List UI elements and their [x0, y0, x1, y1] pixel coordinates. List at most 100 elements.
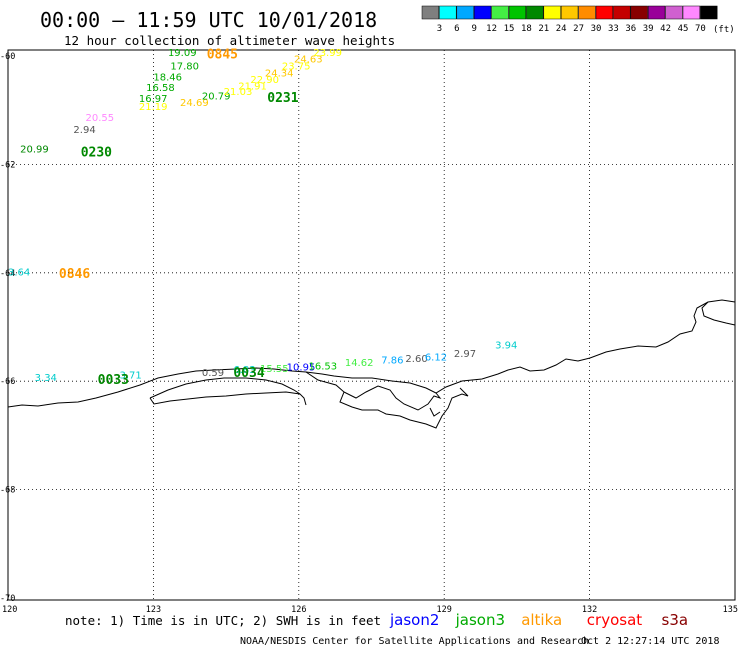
legend-swatch — [439, 5, 457, 20]
legend-bin-label: 27 — [573, 24, 584, 34]
legend-swatch — [508, 5, 527, 20]
satellite-legend-entry: cryosat — [587, 611, 642, 629]
pass-time-label: 0231 — [267, 91, 298, 106]
longitude-label: 120 — [2, 605, 17, 615]
pass-time-label: 0033 — [98, 373, 129, 388]
legend-swatch — [700, 5, 718, 20]
legend-swatch — [421, 5, 440, 20]
wave-height-value: 3.34 — [35, 373, 57, 384]
map-subtitle: 12 hour collection of altimeter wave hei… — [64, 33, 395, 48]
wave-height-value: 7.86 — [381, 355, 403, 366]
wave-height-value: 24.34 — [265, 69, 294, 80]
footer-timestamp: Oct 2 12:27:14 UTC 2018 — [581, 636, 719, 647]
wave-height-value: 20.79 — [202, 91, 231, 102]
legend-unit: (ft) — [713, 25, 735, 35]
wave-height-value: 3.64 — [8, 268, 30, 279]
legend-swatch — [647, 5, 666, 20]
legend-bin-label: 42 — [660, 24, 671, 34]
longitude-label: 126 — [291, 605, 306, 615]
coastline-west — [7, 299, 736, 408]
latitude-label: -66 — [0, 377, 15, 387]
coastline-bay-east — [343, 385, 442, 411]
legend-bin-label: 12 — [486, 24, 497, 34]
satellite-legend-entry: s3a — [662, 611, 689, 629]
antarctic-coastline — [7, 299, 736, 429]
legend-swatch — [630, 5, 648, 20]
legend-swatch — [665, 5, 683, 20]
latitude-label: -68 — [0, 486, 15, 496]
pass-time-label: 0845 — [207, 48, 238, 63]
wave-height-value: 10.95 — [287, 362, 316, 373]
legend-swatch — [682, 5, 701, 20]
legend-bin-label: 6 — [454, 24, 459, 34]
coastline-east-tip — [701, 301, 736, 326]
wave-height-value: 22.90 — [250, 75, 279, 86]
wave-height-value: 18.46 — [153, 72, 182, 83]
legend-bin-label: 21 — [538, 24, 549, 34]
legend-swatch — [595, 5, 614, 20]
legend-bin-label: 39 — [643, 24, 654, 34]
legend-bin-label: 24 — [556, 24, 567, 34]
pass-time-label: 0034 — [233, 366, 264, 381]
legend-swatch — [578, 5, 596, 20]
longitude-label: 129 — [437, 605, 452, 615]
wave-height-value: 19.09 — [168, 48, 197, 59]
satellite-legend-entry: jason2 — [389, 611, 439, 629]
wave-height-value: 0.59 — [202, 368, 224, 379]
wave-height-value: 15.55 — [260, 364, 289, 375]
wave-height-value: 21.03 — [224, 87, 253, 98]
wave-height-color-legend: 3 6 9 12 15 18 21 24 27 30 33 36 39 42 45 70 — [421, 5, 718, 34]
wave-height-value: 3.71 — [119, 370, 141, 381]
legend-swatch — [473, 5, 492, 20]
legend-swatch — [543, 5, 561, 20]
longitude-label: 135 — [723, 605, 738, 615]
footer-credit: NOAA/NESDIS Center for Satellite Applica… — [240, 636, 589, 647]
legend-bin-label: 15 — [504, 24, 515, 34]
pass-time-label: 0846 — [59, 267, 90, 282]
wave-height-value: 21.19 — [139, 102, 168, 113]
wave-height-value: 24.69 — [180, 98, 209, 109]
latitude-label: -60 — [0, 52, 15, 62]
coastline-ice-tongue — [149, 377, 307, 406]
wave-height-value: 24.63 — [294, 55, 323, 66]
wave-height-value: 3.94 — [495, 341, 517, 352]
wave-height-value: 20.55 — [86, 113, 115, 124]
pass-time-labels: 0845 0231 0230 0846 0033 0034 — [59, 48, 299, 388]
latitude-label: -64 — [0, 269, 15, 279]
latitude-label: -62 — [0, 160, 15, 170]
wave-height-value: 16.97 — [139, 94, 168, 105]
wave-height-value: 2.94 — [73, 125, 95, 136]
legend-bin-label: 45 — [678, 24, 689, 34]
wave-height-value: 14.62 — [345, 358, 374, 369]
legend-bin-label: 36 — [625, 24, 636, 34]
legend-bin-label: 18 — [521, 24, 532, 34]
footer-note: note: 1) Time is in UTC; 2) SWH is in fe… — [65, 613, 381, 628]
legend-swatch — [526, 5, 544, 20]
legend-bin-label: 9 — [471, 24, 476, 34]
legend-swatch — [456, 5, 474, 20]
legend-swatch — [560, 5, 579, 20]
legend-bin-label: 70 — [695, 24, 706, 34]
legend-swatch — [613, 5, 631, 20]
satellite-legend-entry: jason3 — [455, 611, 505, 629]
wave-height-value: 6.83 — [233, 365, 255, 376]
wave-height-value: 23.99 — [313, 48, 342, 59]
wave-height-value: 16.58 — [146, 83, 175, 94]
wave-height-value: 16.53 — [308, 361, 337, 372]
wave-height-value: 23.75 — [282, 62, 311, 73]
wave-height-value: 20.99 — [20, 144, 49, 155]
longitude-label: 132 — [582, 605, 597, 615]
legend-swatch — [491, 5, 509, 20]
legend-bin-label: 33 — [608, 24, 619, 34]
wave-height-value: 2.97 — [454, 349, 476, 360]
wave-height-value: 2.60 — [405, 354, 427, 365]
legend-bin-label: 3 — [437, 24, 442, 34]
longitude-label: 123 — [146, 605, 161, 615]
wave-height-value: 21.91 — [238, 82, 267, 93]
latitude-label: -70 — [0, 594, 15, 604]
map-title: 00:00 — 11:59 UTC 10/01/2018 — [40, 8, 377, 32]
